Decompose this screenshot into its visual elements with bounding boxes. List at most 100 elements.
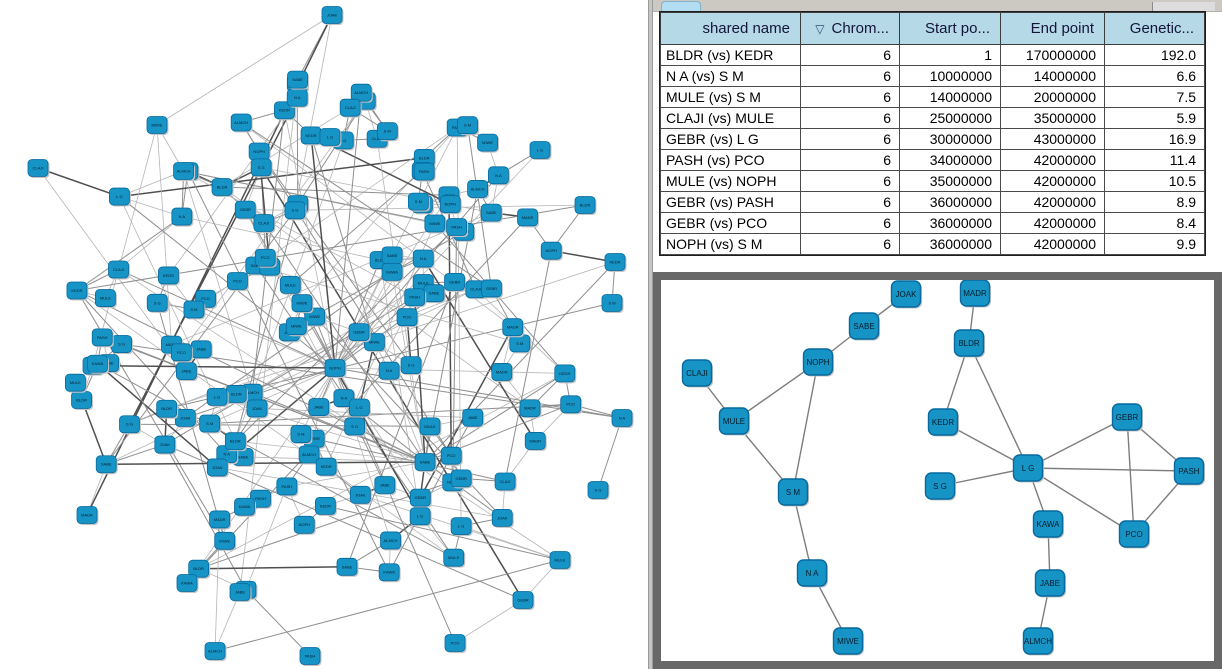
network-node[interactable]: KAWA bbox=[378, 563, 401, 583]
network-node[interactable]: JOAK bbox=[491, 508, 514, 528]
network-node[interactable]: MIWE bbox=[146, 116, 169, 136]
network-node[interactable]: S G bbox=[250, 158, 273, 178]
network-node[interactable]: KEDR bbox=[158, 266, 180, 286]
network-node[interactable]: ALMCH bbox=[350, 83, 373, 103]
network-edge[interactable] bbox=[346, 281, 456, 567]
network-node[interactable]: MADR bbox=[209, 510, 232, 530]
network-node[interactable]: SABE bbox=[480, 203, 503, 223]
network-node[interactable]: GEBR bbox=[450, 469, 473, 489]
network-node[interactable]: N A bbox=[378, 361, 401, 381]
network-node[interactable]: CLAJI bbox=[681, 359, 714, 388]
network-node[interactable]: L G bbox=[409, 507, 432, 527]
network-node[interactable]: MADR bbox=[519, 399, 542, 419]
network-node[interactable]: MADR bbox=[524, 432, 547, 451]
network-node[interactable]: ALMCH bbox=[467, 180, 490, 199]
network-edge[interactable] bbox=[92, 364, 336, 369]
network-node[interactable]: L G bbox=[109, 187, 131, 207]
network-node[interactable]: ALMCH bbox=[173, 162, 196, 182]
network-edge[interactable] bbox=[97, 363, 454, 559]
network-node[interactable]: S G bbox=[400, 356, 423, 376]
network-node[interactable]: MADR bbox=[502, 318, 525, 338]
network-edge[interactable] bbox=[284, 110, 336, 369]
network-node[interactable]: SABE bbox=[287, 70, 310, 90]
network-edge[interactable] bbox=[424, 261, 616, 463]
column-header-end-point[interactable]: End point bbox=[1000, 12, 1105, 45]
network-node[interactable]: PASH bbox=[276, 477, 299, 497]
network-edge[interactable] bbox=[263, 222, 426, 463]
network-node[interactable]: PCO bbox=[440, 446, 463, 466]
network-node[interactable]: NOPH bbox=[439, 195, 462, 215]
network-edge[interactable] bbox=[251, 392, 426, 463]
table-row[interactable]: MULE (vs) NOPH 6 35000000 42000000 10.5 bbox=[660, 170, 1205, 192]
network-node[interactable]: S G bbox=[111, 335, 134, 355]
network-node[interactable]: S M bbox=[777, 478, 810, 507]
network-node[interactable]: MADR bbox=[491, 363, 514, 382]
network-node[interactable]: PASH bbox=[446, 218, 469, 238]
network-node[interactable]: GEBR bbox=[481, 279, 503, 299]
network-node[interactable]: JABE bbox=[175, 362, 198, 382]
network-node[interactable]: MULE bbox=[443, 548, 466, 568]
network-node[interactable]: PASH bbox=[299, 647, 322, 667]
network-node[interactable]: JABE bbox=[190, 340, 213, 360]
network-node[interactable]: MIWE bbox=[291, 294, 314, 314]
network-edge[interactable] bbox=[456, 127, 462, 527]
network-node[interactable]: S M bbox=[183, 300, 206, 320]
network-node[interactable]: JABE bbox=[229, 583, 252, 603]
network-node[interactable]: GEBR bbox=[234, 200, 257, 220]
network-node[interactable]: CLAJI bbox=[339, 98, 362, 118]
network-node[interactable]: KAWA bbox=[87, 354, 109, 374]
network-node[interactable]: SABE bbox=[381, 246, 404, 266]
network-node[interactable]: JABE bbox=[462, 408, 485, 428]
network-edge[interactable] bbox=[452, 227, 458, 483]
network-node[interactable]: S G bbox=[344, 417, 367, 437]
network-edge[interactable] bbox=[164, 444, 247, 591]
network-node[interactable]: PCO bbox=[1118, 520, 1151, 549]
network-edge[interactable] bbox=[156, 124, 172, 345]
network-node[interactable]: MIWE bbox=[214, 531, 237, 551]
network-node[interactable]: GEBR bbox=[444, 272, 467, 292]
network-node[interactable]: ALMCH bbox=[1022, 627, 1055, 656]
network-node[interactable]: KAWA bbox=[381, 262, 404, 282]
network-edge[interactable] bbox=[310, 135, 336, 369]
network-node[interactable]: BLDR bbox=[71, 391, 94, 411]
network-edge[interactable] bbox=[258, 151, 412, 366]
network-edge[interactable] bbox=[325, 505, 561, 561]
network-edge[interactable] bbox=[1027, 467, 1190, 472]
network-node[interactable]: KEDR bbox=[604, 253, 627, 273]
network-edge[interactable] bbox=[187, 170, 390, 573]
network-node[interactable]: CLAJI bbox=[494, 472, 517, 492]
network-node[interactable]: MIWE bbox=[832, 627, 865, 656]
network-edge[interactable] bbox=[334, 92, 362, 369]
network-edge[interactable] bbox=[1126, 416, 1135, 535]
network-edge[interactable] bbox=[106, 461, 426, 465]
network-edge[interactable] bbox=[193, 309, 336, 369]
network-node[interactable]: KEDR bbox=[554, 364, 577, 384]
network-edge[interactable] bbox=[166, 261, 616, 410]
network-node[interactable]: KEDR bbox=[927, 408, 960, 437]
network-node[interactable]: JOAK bbox=[246, 399, 269, 419]
network-node[interactable]: S G bbox=[146, 293, 169, 313]
network-node[interactable]: CLAJI bbox=[253, 214, 276, 234]
network-node[interactable]: JABE bbox=[308, 398, 331, 418]
network-edge[interactable] bbox=[376, 138, 426, 463]
network-node[interactable]: S G bbox=[924, 472, 957, 501]
network-edge[interactable] bbox=[388, 370, 426, 463]
network-edge[interactable] bbox=[183, 170, 253, 393]
table-row[interactable]: N A (vs) S M 6 10000000 14000000 6.6 bbox=[660, 65, 1205, 87]
table-row[interactable]: GEBR (vs) PASH 6 36000000 42000000 8.9 bbox=[660, 191, 1205, 213]
network-edge[interactable] bbox=[181, 216, 381, 261]
network-node[interactable]: MIWE bbox=[424, 214, 447, 234]
network-edge[interactable] bbox=[240, 122, 492, 289]
network-node[interactable]: NOPH bbox=[293, 515, 316, 535]
network-node[interactable]: CLAJI bbox=[27, 159, 50, 179]
network-edge[interactable] bbox=[209, 367, 336, 424]
column-header-shared-name[interactable]: shared name bbox=[660, 12, 801, 45]
network-node[interactable]: NOPH bbox=[248, 142, 271, 162]
network-edge[interactable] bbox=[76, 290, 426, 463]
network-node[interactable]: JOAK bbox=[174, 408, 197, 428]
table-row[interactable]: MULE (vs) S M 6 14000000 20000000 7.5 bbox=[660, 86, 1205, 108]
network-edge[interactable] bbox=[297, 100, 366, 205]
network-node[interactable]: MULE bbox=[279, 275, 302, 295]
network-node[interactable]: SABE bbox=[414, 453, 437, 473]
network-node[interactable]: S M bbox=[376, 122, 399, 142]
